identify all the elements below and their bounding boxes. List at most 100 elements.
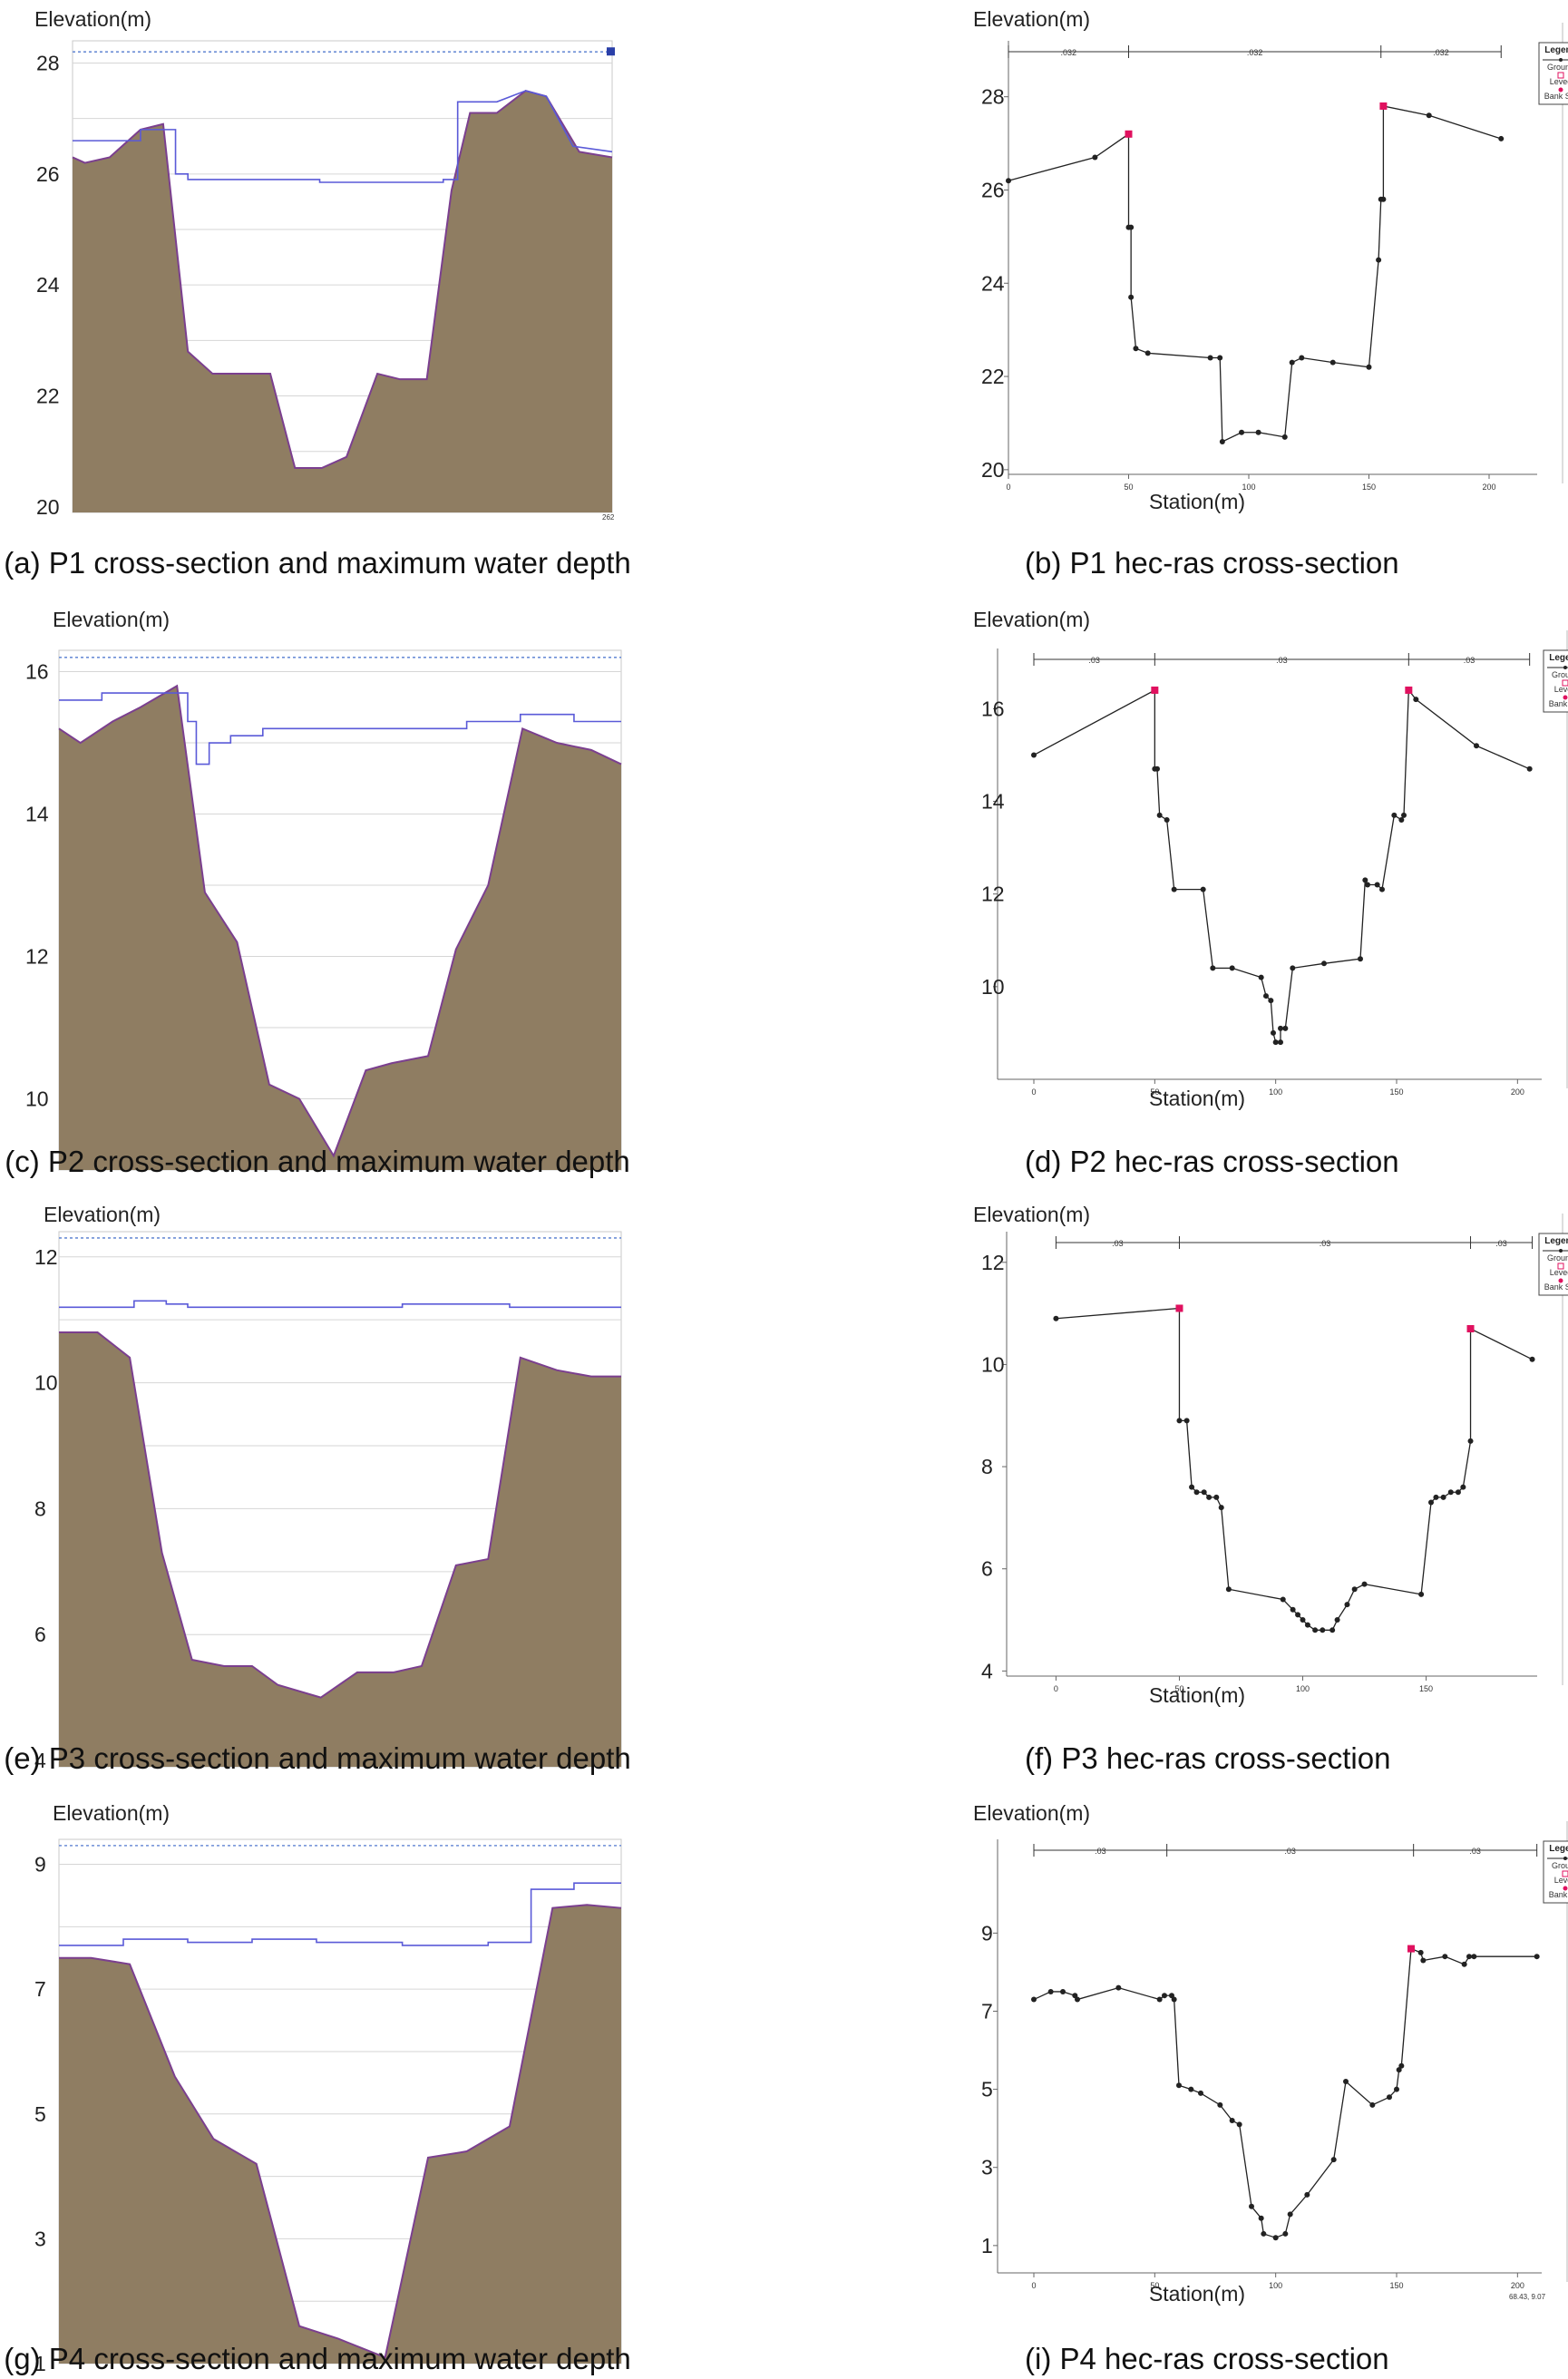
chart-d-panel: .03 .03 .03 0 50 100 150 200 10 12 14 16 Legend Groun…: [780, 599, 1568, 1197]
ground-point: [1401, 812, 1407, 818]
max-level-marker: [607, 47, 615, 56]
ground-point: [1534, 1954, 1540, 1960]
ground-point: [1060, 1988, 1066, 1994]
ground-profile-line: [1008, 105, 1502, 444]
ground-point: [1258, 974, 1264, 980]
legend-box: [1543, 649, 1568, 713]
y-tick-label: 20: [36, 495, 60, 519]
roughness-label: .03: [1088, 656, 1100, 665]
ground-point: [1261, 2230, 1267, 2237]
ground-point: [1154, 765, 1160, 772]
ground-point: [1417, 1949, 1424, 1955]
ground-point: [1365, 882, 1370, 888]
ground-point: [1207, 355, 1213, 361]
chart-i-svg: .03 .03 .03 0 50 100 150 200 1 3 5 7 9 Legend Ground Le…: [981, 1821, 1568, 2290]
ground-point: [1447, 1489, 1454, 1496]
roughness-label: .03: [1320, 1239, 1331, 1248]
ground-point: [1312, 1627, 1319, 1633]
ground-area: [73, 91, 612, 512]
y-tick-label: 6: [34, 1623, 46, 1646]
y-tick-label: 14: [25, 803, 49, 826]
ground-point: [1006, 178, 1011, 184]
legend-ground-point: [1559, 1249, 1563, 1253]
y-tick-label: 28: [36, 51, 60, 74]
roughness-label: .03: [1112, 1239, 1124, 1248]
ground-point: [1156, 812, 1163, 818]
ground-point: [1304, 1622, 1310, 1628]
chart-e-panel: 4 6 8 10 12 Elevation(m): [0, 1195, 780, 1794]
y-tick-label: 20: [981, 458, 1005, 482]
ground-point: [1391, 812, 1398, 818]
ground-point: [1362, 877, 1368, 883]
elevation-label: Elevation(m): [53, 608, 170, 631]
ground-point: [1329, 1627, 1336, 1633]
legend-ground-label: Ground: [1547, 63, 1568, 72]
legend-title: Legend: [1549, 653, 1568, 663]
y-tick-label: 22: [36, 385, 60, 408]
ground-point: [1287, 2211, 1293, 2218]
legend-bank-label: Bank Sta: [1549, 1890, 1568, 1899]
ground-point: [1258, 2215, 1264, 2221]
ground-point: [1320, 1627, 1326, 1633]
ground-point: [1290, 1606, 1296, 1613]
ground-point: [1282, 1025, 1289, 1031]
ground-point: [1334, 1617, 1340, 1623]
ground-point: [1217, 2101, 1223, 2108]
ground-point: [1290, 965, 1296, 971]
ground-point: [1374, 882, 1380, 888]
y-tick-label: 24: [36, 273, 60, 297]
roughness-label: .03: [1469, 1847, 1481, 1856]
caption-e: (e) P3 cross-section and maximum water d…: [4, 1741, 631, 1775]
ground-point: [1376, 257, 1382, 263]
x-tick-label: 0: [1031, 2281, 1036, 2290]
ground-point: [1169, 1993, 1174, 1999]
legend-levee-label: Levee: [1550, 1268, 1568, 1277]
x-tick-label: 50: [1150, 1087, 1159, 1097]
ground-point: [1236, 2121, 1242, 2128]
x-tick-label: 150: [1362, 483, 1376, 492]
y-tick-label: 12: [981, 882, 1005, 906]
y-tick-label: 4: [981, 1659, 993, 1682]
ground-point: [1225, 1586, 1232, 1593]
ground-point: [1263, 993, 1269, 999]
y-tick-label: 9: [34, 1853, 46, 1877]
ground-point: [1075, 1996, 1080, 2003]
ground-point: [1047, 1988, 1054, 1994]
legend-bank-label: Bank Sta: [1544, 92, 1568, 101]
y-tick-label: 7: [34, 1977, 46, 2001]
ground-point: [1229, 965, 1235, 971]
legend-ground-point: [1559, 58, 1563, 62]
x-tick-label: 100: [1269, 1087, 1282, 1097]
legend-levee-swatch: [1562, 1870, 1568, 1877]
caption-b: (b) P1 hec-ras cross-section: [1025, 546, 1399, 580]
ground-point: [1428, 1499, 1434, 1506]
y-tick-label: 14: [981, 790, 1005, 814]
y-tick-label: 1: [981, 2234, 993, 2257]
x-tick-label: 50: [1174, 1684, 1183, 1693]
corner-text-a: 262: [602, 513, 615, 522]
chart-d-svg: .03 .03 .03 0 50 100 150 200 10 12 14 16 Legend Groun…: [981, 630, 1568, 1097]
chart-g-svg: 1 3 5 7 9: [34, 1838, 622, 2375]
ground-area: [59, 1905, 621, 2364]
ground-point: [1474, 743, 1479, 749]
ground-area: [59, 1332, 621, 1767]
legend-ground-point: [1563, 666, 1567, 669]
ground-point: [1358, 956, 1363, 962]
y-tick-label: 12: [25, 945, 49, 969]
roughness-label: .03: [1464, 656, 1475, 665]
ground-point: [1239, 429, 1245, 435]
ground-point: [1144, 350, 1151, 356]
ground-point: [1398, 2062, 1405, 2069]
ground-point: [1162, 1993, 1167, 1999]
bank-station-marker: [1466, 1325, 1475, 1333]
roughness-label: .032: [1247, 48, 1263, 57]
legend-levee-swatch: [1557, 72, 1564, 79]
ground-point: [1330, 2157, 1337, 2163]
ground-point: [1529, 1356, 1535, 1362]
x-tick-label: 200: [1511, 1087, 1524, 1097]
roughness-label: .032: [1060, 48, 1076, 57]
ground-point: [1369, 2101, 1376, 2108]
legend-box: [1543, 1840, 1568, 1904]
y-tick-label: 12: [34, 1245, 58, 1269]
ground-point: [1213, 1494, 1220, 1500]
